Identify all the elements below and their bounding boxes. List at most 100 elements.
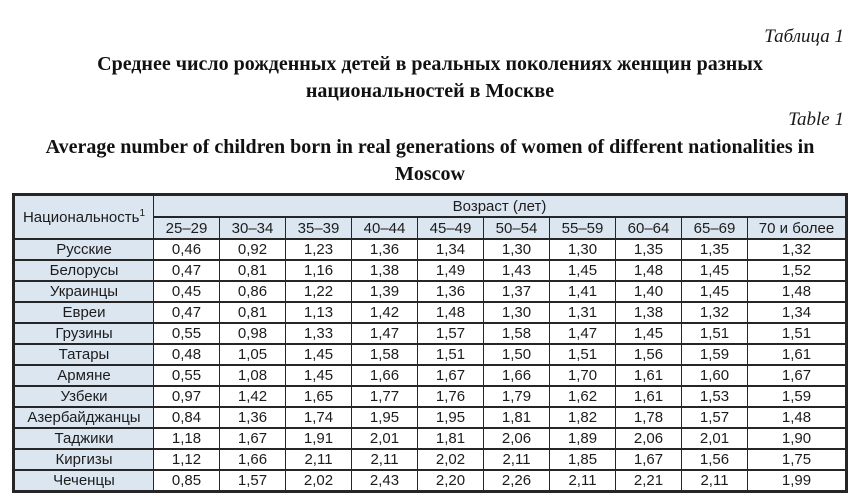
value-cell: 1,30 — [483, 301, 550, 324]
header-row-group: Национальность1 Возраст (лет) — [13, 193, 848, 240]
table-row: Белорусы 0,47 0,81 1,16 1,38 1,49 1,43 1,45 1,48… — [13, 259, 848, 282]
value-cell: 1,34 — [417, 238, 484, 261]
value-cell: 1,61 — [615, 385, 682, 408]
value-cell: 1,67 — [746, 364, 848, 387]
nationality-header-label: Национальность — [22, 208, 140, 226]
value-cell: 1,74 — [285, 406, 352, 429]
value-cell: 0,46 — [153, 238, 220, 261]
table-row: Азербайджанцы 0,84 1,36 1,74 1,95 1,95 1,81 1,8… — [13, 406, 848, 429]
fertility-table: Национальность1 Возраст (лет) 25–29 30–34… — [12, 193, 849, 493]
nationality-cell: Узбеки — [13, 385, 154, 408]
nationality-column-header: Национальность1 — [13, 193, 154, 240]
value-cell: 1,66 — [351, 364, 418, 387]
value-cell: 0,92 — [219, 238, 286, 261]
table-row: Евреи 0,47 0,81 1,13 1,42 1,48 1,30 1,31 1,38 1,3… — [13, 301, 848, 324]
age-column-header: 45–49 — [417, 216, 484, 240]
value-cell: 1,05 — [219, 343, 286, 366]
value-cell: 0,81 — [219, 259, 286, 282]
nationality-cell: Русские — [13, 238, 154, 261]
value-cell: 2,26 — [483, 469, 550, 493]
value-cell: 1,45 — [615, 322, 682, 345]
value-cell: 1,08 — [219, 364, 286, 387]
value-cell: 1,90 — [746, 427, 848, 450]
value-cell: 1,32 — [681, 301, 748, 324]
value-cell: 0,48 — [153, 343, 220, 366]
value-cell: 2,43 — [351, 469, 418, 493]
value-cell: 1,79 — [483, 385, 550, 408]
value-cell: 1,45 — [681, 280, 748, 303]
value-cell: 1,45 — [285, 343, 352, 366]
value-cell: 1,48 — [417, 301, 484, 324]
age-column-header: 70 и более — [746, 216, 848, 240]
age-column-header: 60–64 — [615, 216, 682, 240]
value-cell: 1,51 — [549, 343, 616, 366]
value-cell: 1,70 — [549, 364, 616, 387]
value-cell: 1,81 — [483, 406, 550, 429]
footnote-marker: 1 — [139, 207, 146, 219]
value-cell: 1,57 — [219, 469, 286, 493]
value-cell: 1,47 — [549, 322, 616, 345]
value-cell: 0,45 — [153, 280, 220, 303]
age-column-header: 55–59 — [549, 216, 616, 240]
age-column-header: 50–54 — [483, 216, 550, 240]
nationality-cell: Татары — [13, 343, 154, 366]
age-column-header: 35–39 — [285, 216, 352, 240]
value-cell: 0,81 — [219, 301, 286, 324]
age-column-header: 30–34 — [219, 216, 286, 240]
value-cell: 2,20 — [417, 469, 484, 493]
value-cell: 1,75 — [746, 448, 848, 471]
value-cell: 1,38 — [615, 301, 682, 324]
value-cell: 1,38 — [351, 259, 418, 282]
value-cell: 1,18 — [153, 427, 220, 450]
table-header: Национальность1 Возраст (лет) 25–29 30–34… — [13, 193, 848, 240]
value-cell: 0,97 — [153, 385, 220, 408]
nationality-cell: Белорусы — [13, 259, 154, 282]
value-cell: 1,53 — [681, 385, 748, 408]
value-cell: 1,34 — [746, 301, 848, 324]
value-cell: 0,55 — [153, 322, 220, 345]
table-row: Грузины 0,55 0,98 1,33 1,47 1,57 1,58 1,47 1,45 1… — [13, 322, 848, 345]
table-row: Русские 0,46 0,92 1,23 1,36 1,34 1,30 1,30 1,35 1… — [13, 238, 848, 261]
table-row: Украинцы 0,45 0,86 1,22 1,39 1,36 1,37 1,41 1,40… — [13, 280, 848, 303]
nationality-cell: Таджики — [13, 427, 154, 450]
value-cell: 2,02 — [417, 448, 484, 471]
value-cell: 1,59 — [681, 343, 748, 366]
table-row: Чеченцы 0,85 1,57 2,02 2,43 2,20 2,26 2,11 2,21 2… — [13, 469, 848, 493]
value-cell: 1,49 — [417, 259, 484, 282]
value-cell: 1,48 — [746, 406, 848, 429]
value-cell: 1,66 — [483, 364, 550, 387]
value-cell: 1,95 — [417, 406, 484, 429]
value-cell: 2,11 — [549, 469, 616, 493]
value-cell: 1,42 — [351, 301, 418, 324]
table-body: Русские 0,46 0,92 1,23 1,36 1,34 1,30 1,30 1,35 1… — [13, 238, 848, 493]
value-cell: 1,13 — [285, 301, 352, 324]
value-cell: 0,85 — [153, 469, 220, 493]
value-cell: 1,67 — [615, 448, 682, 471]
table-caption-en: Table 1 — [788, 109, 844, 130]
value-cell: 2,11 — [483, 448, 550, 471]
value-cell: 1,85 — [549, 448, 616, 471]
value-cell: 1,35 — [681, 238, 748, 261]
age-column-header: 65–69 — [681, 216, 748, 240]
table-caption-ru: Таблица 1 — [764, 26, 844, 47]
value-cell: 1,35 — [615, 238, 682, 261]
value-cell: 2,06 — [615, 427, 682, 450]
age-column-header: 25–29 — [153, 216, 220, 240]
value-cell: 1,56 — [681, 448, 748, 471]
value-cell: 1,78 — [615, 406, 682, 429]
value-cell: 1,36 — [417, 280, 484, 303]
value-cell: 1,45 — [681, 259, 748, 282]
value-cell: 1,45 — [285, 364, 352, 387]
value-cell: 1,57 — [417, 322, 484, 345]
value-cell: 1,65 — [285, 385, 352, 408]
table-row: Татары 0,48 1,05 1,45 1,58 1,51 1,50 1,51 1,56 1,… — [13, 343, 848, 366]
nationality-cell: Украинцы — [13, 280, 154, 303]
nationality-cell: Чеченцы — [13, 469, 154, 493]
value-cell: 1,43 — [483, 259, 550, 282]
page-title-ru: Среднее число рожденных детей в реальных… — [97, 53, 763, 102]
value-cell: 1,81 — [417, 427, 484, 450]
value-cell: 1,61 — [615, 364, 682, 387]
value-cell: 1,39 — [351, 280, 418, 303]
value-cell: 2,11 — [351, 448, 418, 471]
value-cell: 2,02 — [285, 469, 352, 493]
